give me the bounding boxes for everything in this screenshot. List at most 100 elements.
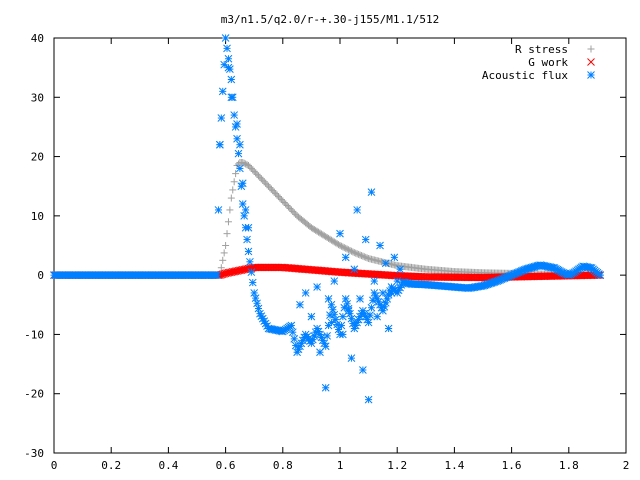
- series-2: [50, 34, 605, 357]
- data-point: [363, 254, 371, 262]
- data-point: [218, 87, 227, 96]
- data-point: [321, 383, 330, 392]
- series-0: [216, 159, 604, 279]
- data-point: [240, 159, 248, 167]
- data-point: [267, 185, 275, 193]
- data-point: [286, 204, 294, 212]
- data-point: [381, 259, 390, 268]
- data-point: [357, 252, 365, 260]
- data-point: [347, 247, 355, 255]
- data-point: [362, 253, 370, 261]
- data-point: [364, 395, 373, 404]
- data-point: [381, 298, 390, 307]
- data-point: [316, 348, 324, 357]
- data-point: [317, 230, 325, 238]
- y-tick-label: 30: [31, 91, 44, 104]
- data-point: [290, 335, 299, 343]
- data-point: [244, 247, 253, 256]
- chart-title: m3/n1.5/q2.0/r-+.30-j155/M1.1/512: [221, 13, 440, 26]
- data-point: [334, 325, 343, 334]
- data-point: [217, 264, 225, 272]
- y-tick-label: 0: [37, 269, 44, 282]
- data-point: [220, 60, 229, 69]
- data-point: [387, 289, 396, 297]
- data-point: [297, 339, 306, 348]
- data-point: [269, 187, 277, 195]
- data-point: [236, 140, 244, 149]
- x-tick-label: 1: [337, 459, 344, 472]
- data-point: [251, 294, 260, 302]
- data-point: [214, 206, 223, 214]
- data-point: [359, 252, 367, 260]
- data-point: [239, 159, 247, 166]
- data-point: [253, 170, 261, 178]
- x-tick-label: 0: [51, 459, 58, 472]
- x-tick-label: 0.4: [158, 459, 178, 472]
- data-point: [307, 224, 315, 232]
- data-point: [247, 268, 256, 277]
- data-point: [217, 114, 226, 122]
- data-point: [253, 299, 261, 308]
- data-point: [223, 44, 231, 53]
- y-tick-label: -30: [24, 447, 44, 460]
- data-point: [352, 249, 360, 257]
- data-point: [220, 249, 228, 257]
- data-point: [273, 191, 281, 199]
- data-point: [312, 226, 320, 234]
- data-point: [347, 314, 356, 323]
- x-tick-label: 1.4: [444, 459, 464, 472]
- data-point: [248, 278, 257, 287]
- data-point: [216, 140, 224, 149]
- data-point: [224, 63, 233, 72]
- data-point: [287, 206, 295, 214]
- data-point: [234, 149, 243, 158]
- y-tick-label: 40: [31, 32, 44, 45]
- data-point: [310, 225, 318, 233]
- data-point: [224, 54, 233, 63]
- data-point: [290, 209, 298, 217]
- x-tick-label: 1.6: [502, 459, 522, 472]
- data-point: [213, 271, 221, 279]
- data-point: [596, 271, 605, 279]
- legend-marker: [587, 71, 595, 79]
- data-point: [341, 253, 350, 262]
- data-point: [244, 223, 253, 232]
- data-point: [226, 206, 234, 214]
- data-point: [346, 246, 354, 254]
- data-point: [250, 167, 258, 175]
- data-point: [238, 179, 247, 188]
- data-point: [287, 321, 296, 330]
- data-point: [265, 182, 272, 190]
- data-point: [321, 342, 330, 351]
- data-point: [223, 230, 231, 238]
- data-point: [277, 196, 285, 204]
- data-point: [339, 330, 347, 339]
- data-point: [266, 184, 274, 192]
- data-point: [327, 300, 336, 309]
- data-point: [367, 188, 376, 196]
- data-point: [254, 304, 263, 313]
- data-point: [325, 234, 333, 242]
- data-point: [360, 253, 368, 261]
- data-point: [260, 178, 268, 186]
- data-point: [340, 244, 348, 252]
- data-point: [263, 181, 271, 189]
- data-point: [344, 306, 353, 315]
- data-point: [275, 193, 283, 201]
- x-tick-label: 2: [623, 459, 630, 472]
- data-point: [270, 188, 278, 196]
- data-point: [349, 248, 357, 256]
- data-point: [316, 229, 324, 237]
- data-point: [350, 249, 358, 257]
- legend-label: G work: [528, 56, 568, 69]
- data-point: [396, 265, 404, 274]
- data-point: [320, 232, 328, 240]
- data-point: [257, 175, 265, 183]
- data-point: [337, 242, 345, 250]
- data-point: [336, 242, 344, 249]
- data-point: [250, 289, 259, 297]
- series-3: [216, 63, 404, 404]
- legend-marker: [587, 58, 595, 66]
- data-point: [355, 250, 363, 258]
- data-point: [301, 289, 310, 297]
